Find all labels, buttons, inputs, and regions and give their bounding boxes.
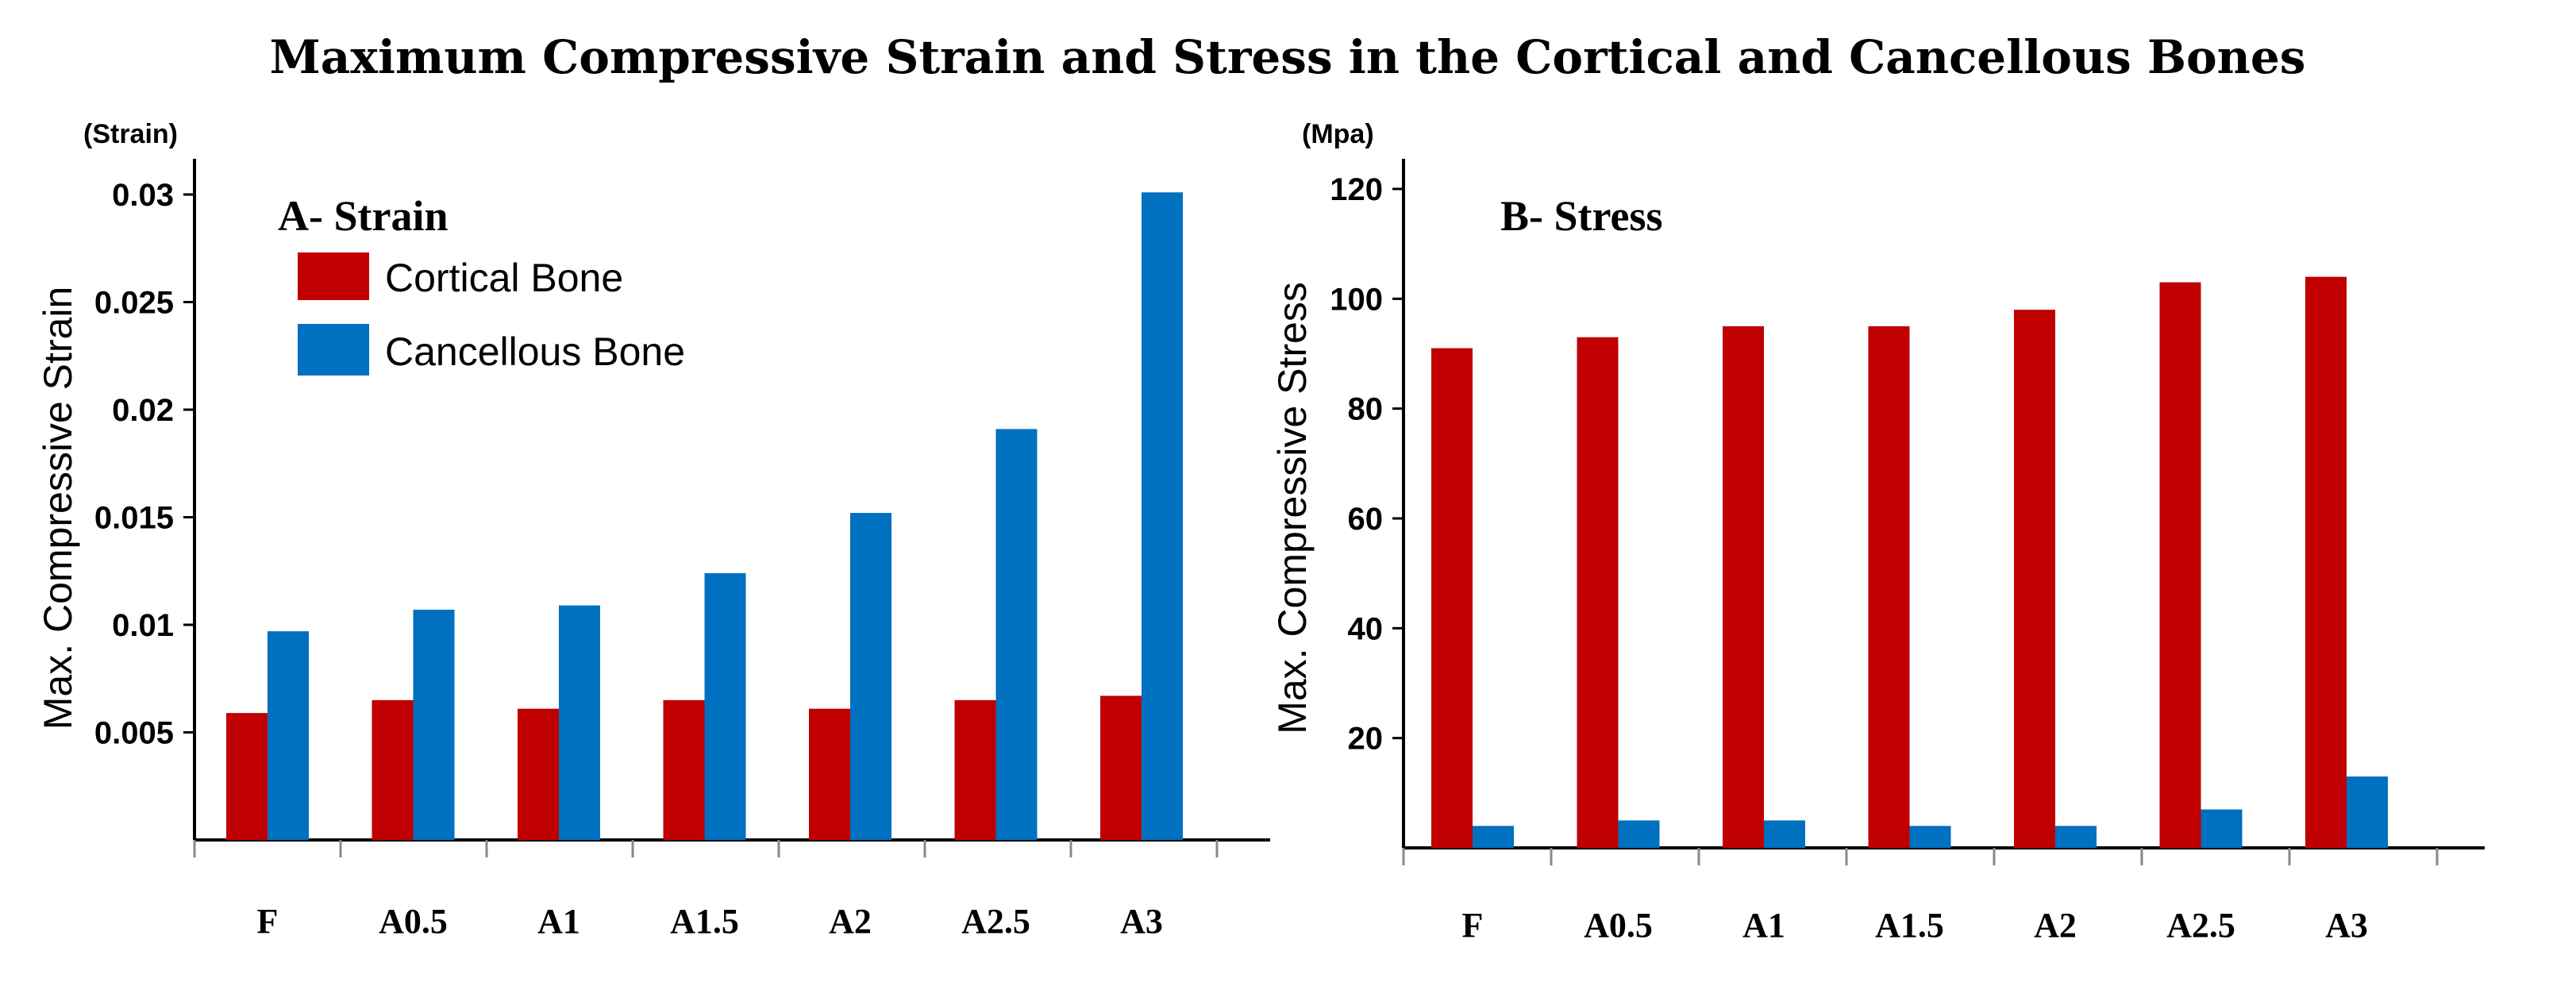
x-tick-label: F bbox=[1462, 906, 1484, 945]
bar-cortical bbox=[518, 708, 559, 840]
x-tick-label: A1 bbox=[537, 902, 580, 941]
x-tick-label: A0.5 bbox=[1584, 906, 1653, 945]
bar-cortical bbox=[226, 713, 268, 840]
bar-cortical bbox=[2159, 282, 2201, 848]
x-tick-label: A2 bbox=[2034, 906, 2077, 945]
stress-unit-label: (Mpa) bbox=[1302, 119, 1374, 149]
strain-y-axis-label: Max. Compressive Strain bbox=[36, 287, 80, 730]
y-tick-label: 60 bbox=[1348, 502, 1384, 537]
y-tick-label: 20 bbox=[1348, 722, 1384, 757]
y-tick-label: 0.01 bbox=[112, 608, 174, 643]
legend-swatch-cancellous bbox=[298, 324, 369, 376]
y-tick-label: 120 bbox=[1330, 172, 1383, 207]
x-tick-label: F bbox=[257, 902, 279, 941]
bar-cancellous bbox=[1618, 820, 1660, 848]
strain-legend: Cortical Bone Cancellous Bone bbox=[298, 252, 685, 376]
bar-cortical bbox=[2305, 276, 2347, 849]
bar-cancellous bbox=[1142, 192, 1183, 841]
figure-title: Maximum Compressive Strain and Stress in… bbox=[270, 30, 2306, 84]
x-tick-label: A1.5 bbox=[1875, 906, 1944, 945]
bar-cortical bbox=[809, 708, 850, 840]
bar-cancellous bbox=[559, 605, 600, 840]
bar-cortical bbox=[1868, 326, 1910, 849]
strain-panel-label: A- Strain bbox=[278, 192, 449, 240]
x-tick-label: A2.5 bbox=[2166, 906, 2235, 945]
stress-panel-label: B- Stress bbox=[1500, 192, 1663, 240]
bar-cancellous bbox=[850, 513, 891, 840]
y-tick-label: 0.005 bbox=[94, 716, 174, 751]
bar-cancellous bbox=[704, 572, 746, 840]
x-tick-label: A2.5 bbox=[961, 902, 1030, 941]
bar-cancellous bbox=[2347, 776, 2388, 848]
x-tick-label: A2 bbox=[829, 902, 872, 941]
bar-cortical bbox=[1431, 348, 1473, 848]
y-tick-label: 80 bbox=[1348, 392, 1384, 427]
bar-cortical bbox=[372, 699, 414, 840]
bar-cancellous bbox=[413, 610, 455, 840]
x-tick-label: A1.5 bbox=[670, 902, 739, 941]
strain-unit-label: (Strain) bbox=[83, 119, 178, 149]
bar-cancellous bbox=[2201, 809, 2243, 848]
bar-cancellous bbox=[268, 631, 309, 840]
bar-cortical bbox=[663, 699, 705, 840]
y-tick-label: 0.03 bbox=[112, 178, 174, 213]
bar-cancellous bbox=[1764, 820, 1805, 848]
bar-cortical bbox=[1723, 326, 1764, 849]
y-tick-label: 0.015 bbox=[94, 501, 174, 536]
bar-cortical bbox=[2014, 310, 2055, 849]
legend-label-cancellous: Cancellous Bone bbox=[385, 329, 685, 374]
x-tick-label: A3 bbox=[2325, 906, 2368, 945]
bar-cancellous bbox=[2055, 826, 2097, 848]
y-tick-label: 0.025 bbox=[94, 286, 174, 321]
legend-label-cortical: Cortical Bone bbox=[385, 256, 623, 300]
bar-cortical bbox=[954, 699, 996, 840]
x-tick-label: A0.5 bbox=[379, 902, 448, 941]
bar-cancellous bbox=[1909, 826, 1951, 848]
strain-chart: (Strain) Max. Compressive Strain 0.005 0.… bbox=[36, 119, 1270, 941]
y-tick-label: 40 bbox=[1348, 611, 1384, 646]
bar-cancellous bbox=[1473, 826, 1514, 848]
bar-cortical bbox=[1577, 337, 1619, 848]
legend-swatch-cortical bbox=[298, 252, 369, 300]
stress-y-axis-label: Max. Compressive Stress bbox=[1270, 282, 1315, 734]
bar-cancellous bbox=[995, 429, 1038, 840]
bar-cortical bbox=[1100, 695, 1142, 840]
stress-chart: (Mpa) Max. Compressive Stress 20 40 60 80 10… bbox=[1270, 119, 2485, 945]
y-tick-label: 0.02 bbox=[112, 393, 174, 428]
y-tick-label: 100 bbox=[1330, 282, 1383, 317]
x-tick-label: A3 bbox=[1120, 902, 1163, 941]
x-tick-label: A1 bbox=[1742, 906, 1785, 945]
